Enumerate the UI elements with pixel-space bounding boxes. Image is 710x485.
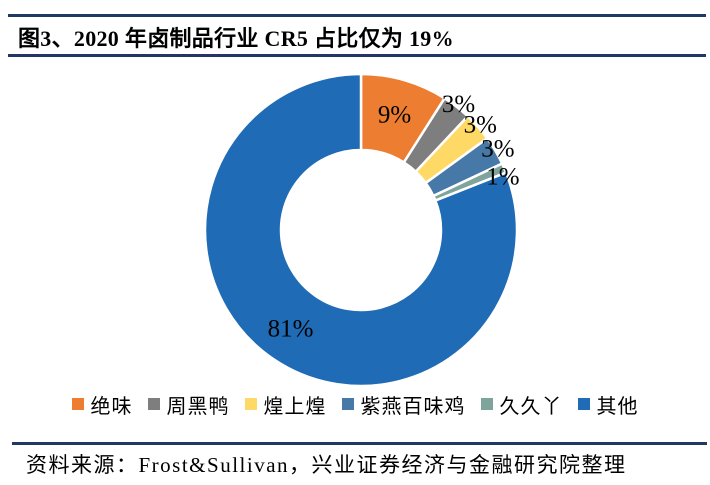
top-rule [8, 14, 706, 17]
source-note: 资料来源：Frost&Sullivan，兴业证券经济与金融研究院整理 [26, 453, 627, 477]
legend-swatch-icon [244, 398, 257, 410]
legend-label: 周黑鸭 [166, 395, 230, 418]
slice-label-4: 1% [486, 163, 519, 190]
legend-label: 紫燕百味鸡 [360, 395, 466, 418]
legend-label: 其他 [596, 395, 639, 418]
donut-chart: 9% 3%3%3%1%81% [203, 72, 520, 388]
slice-label-5: 81% [268, 316, 314, 343]
figure-title: 图3、2020 年卤制品行业 CR5 占比仅为 19% [18, 26, 454, 51]
legend-label: 煌上煌 [263, 395, 327, 418]
legend-label: 久久丫 [499, 395, 563, 418]
legend-item-5: 其他 [577, 390, 639, 419]
title-underline-rule [8, 54, 706, 57]
slice-label-3: 3% [481, 136, 514, 163]
donut-slice-5 [203, 72, 519, 388]
legend-swatch-icon [71, 398, 84, 410]
slice-label-2: 3% [464, 111, 497, 138]
legend-swatch-icon [147, 398, 160, 410]
slice-label-0: 9% [378, 101, 411, 128]
legend-item-0: 绝味 [71, 390, 133, 419]
chart-legend: 绝味 周黑鸭 煌上煌 紫燕百味鸡 久久丫 其他 [0, 390, 710, 418]
legend-item-2: 煌上煌 [244, 390, 327, 419]
legend-swatch-icon [341, 398, 354, 410]
slice-label-1: 3% [442, 91, 475, 118]
legend-item-4: 久久丫 [480, 390, 563, 419]
legend-swatch-icon [480, 398, 493, 410]
legend-item-3: 紫燕百味鸡 [341, 390, 466, 419]
legend-label: 绝味 [90, 395, 133, 418]
legend-swatch-icon [577, 398, 590, 410]
legend-item-1: 周黑鸭 [147, 390, 230, 419]
footer-rule [12, 442, 707, 445]
